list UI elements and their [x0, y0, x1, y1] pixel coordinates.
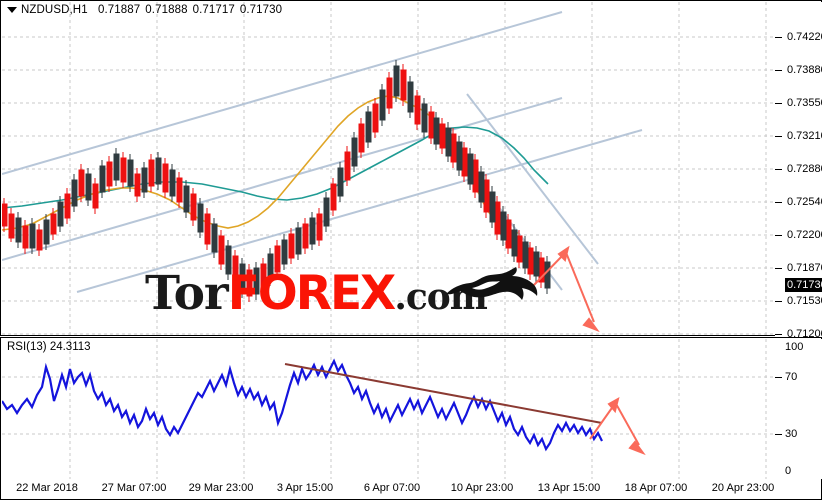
forecast-arrow-up-shaft	[531, 253, 565, 288]
x-tick-6: 13 Apr 15:00	[537, 482, 601, 494]
rsi-label: RSI(13) 24.3113	[7, 341, 91, 353]
candlestick-series	[2, 60, 551, 302]
x-tick-2: 29 Mar 23:00	[188, 482, 254, 494]
forecast-arrow-down-shaft	[564, 249, 595, 323]
ma-fast-line	[2, 95, 519, 234]
x-tick-0: 22 Mar 2018	[16, 482, 78, 494]
rsi-panel[interactable]: 100 70 30 0 RSI(13) 24.3113	[0, 337, 822, 500]
forecast-arrow-down-head	[582, 317, 600, 333]
rsi-y-axis: 100 70 30 0	[775, 339, 822, 479]
x-tick-4: 6 Apr 07:00	[363, 482, 421, 494]
symbol-label: NZDUSD,H1	[21, 4, 88, 16]
rsi-grid	[2, 339, 774, 479]
bull-logo-icon	[446, 267, 538, 300]
symbol-header[interactable]: NZDUSD,H1 0.71887 0.71888 0.71717 0.71730	[7, 4, 287, 16]
chevron-down-icon[interactable]	[7, 6, 17, 13]
rsi-plot-area[interactable]	[2, 339, 774, 479]
ohlc-close: 0.71730	[239, 4, 283, 16]
x-tick-3: 3 Apr 15:00	[276, 482, 334, 494]
rsi-tick-0: 0	[785, 465, 792, 477]
ascending-channel	[2, 11, 643, 293]
rsi-tick-100: 100	[785, 341, 804, 353]
ohlc-open: 0.71887	[98, 4, 141, 16]
price-plot-area[interactable]: TorFOREX.com	[2, 2, 774, 336]
rsi-series-layer	[2, 358, 646, 456]
ohlc-high: 0.71888	[145, 4, 188, 16]
descending-channel	[433, 93, 599, 291]
rsi-tick-70: 70	[785, 371, 798, 383]
x-tick-5: 10 Apr 23:00	[450, 482, 514, 494]
rsi-trendline	[284, 363, 603, 424]
x-tick-7: 18 Apr 07:00	[624, 482, 688, 494]
rsi-forecast-arrows	[589, 397, 646, 456]
rsi-tick-30: 30	[785, 428, 798, 440]
current-price-tag: 0.71730	[785, 278, 822, 292]
ohlc-low: 0.71717	[192, 4, 235, 16]
x-tick-1: 27 Mar 07:00	[101, 482, 167, 494]
price-series-layer	[2, 11, 643, 333]
rsi-line	[2, 358, 603, 452]
price-forecast-arrows	[531, 245, 600, 333]
x-tick-8: 20 Apr 23:00	[711, 482, 775, 494]
